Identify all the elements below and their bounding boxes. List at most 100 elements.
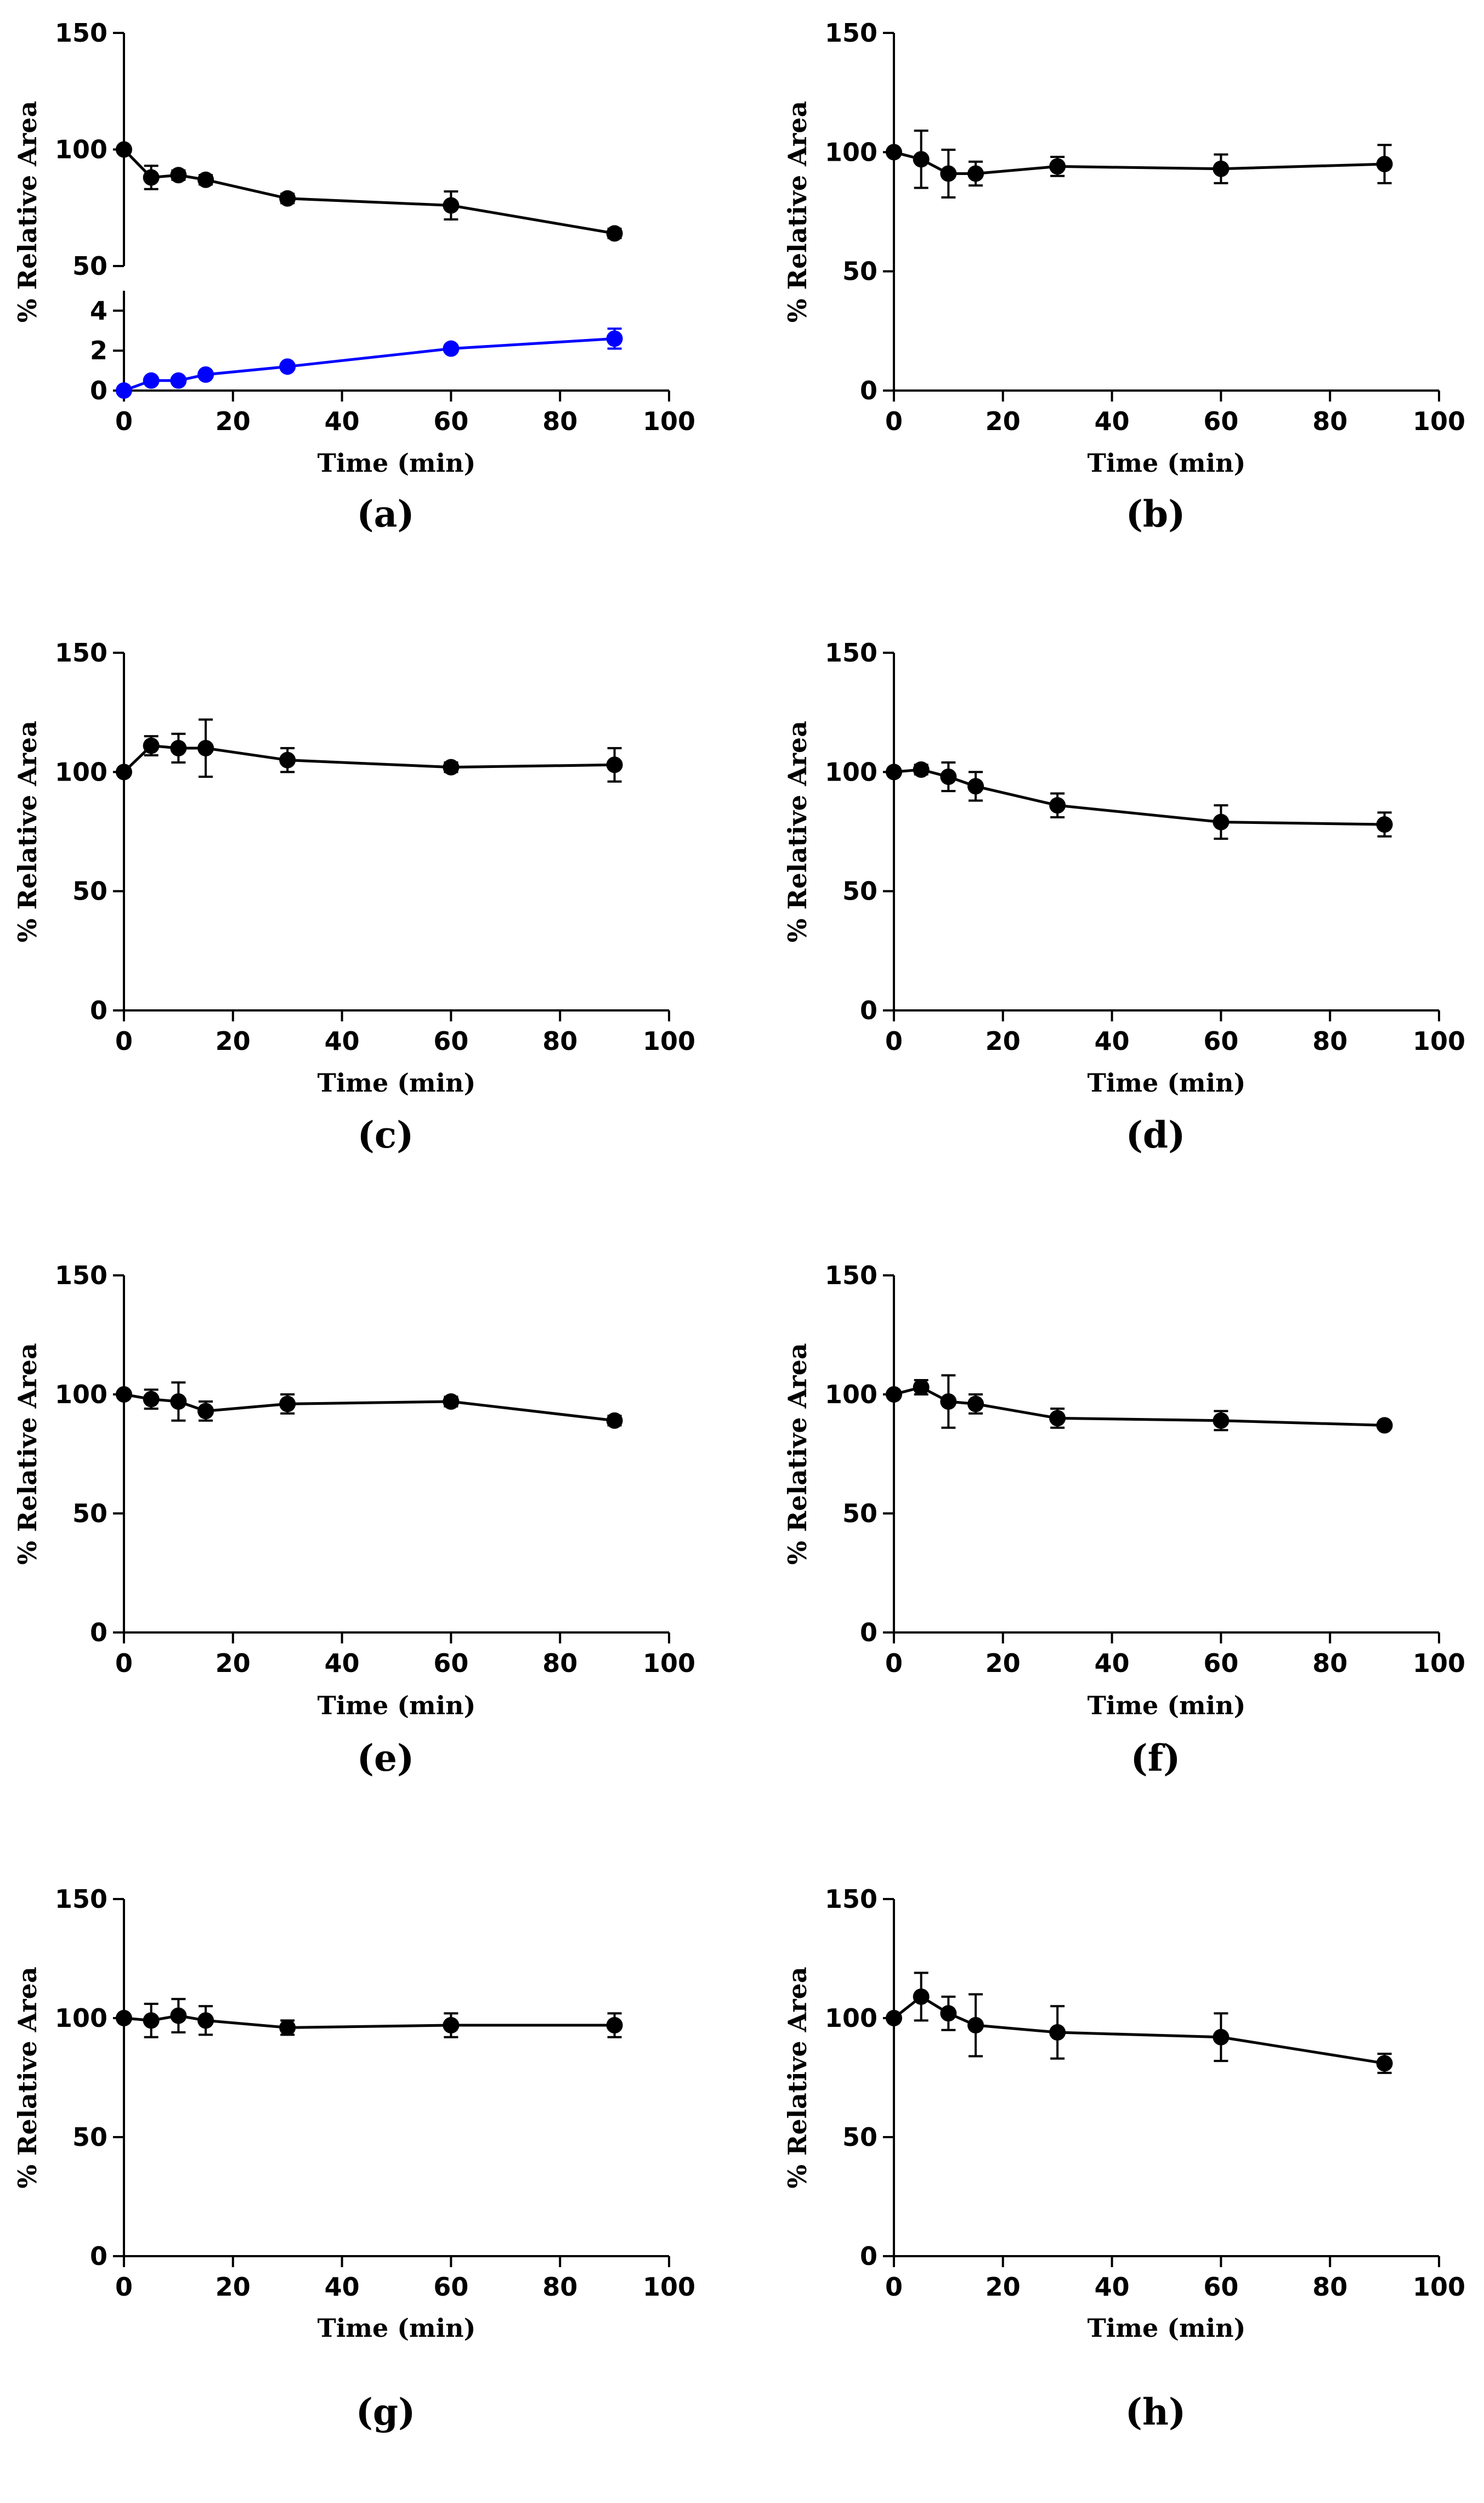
x-tick-label: 100 [643, 2272, 695, 2302]
x-tick-label: 100 [643, 1026, 695, 1056]
data-point [116, 141, 132, 158]
y-tick-label: 100 [55, 1380, 107, 1409]
data-point [143, 1391, 160, 1408]
data-point [1213, 813, 1230, 830]
data-point [940, 2005, 957, 2022]
y-tick-label: 2 [90, 336, 107, 365]
x-tick-label: 20 [216, 406, 251, 436]
y-axis-title: % Relative Area [13, 101, 42, 323]
data-point [197, 2012, 214, 2029]
x-tick-label: 0 [885, 1648, 903, 1678]
y-tick-label: 4 [90, 296, 107, 325]
x-tick-label: 60 [433, 1026, 468, 1056]
x-tick-label: 100 [643, 406, 695, 436]
x-tick-label: 20 [216, 2272, 251, 2302]
x-tick-label: 100 [1413, 406, 1465, 436]
data-point [143, 2012, 160, 2029]
data-point [1376, 1417, 1393, 1434]
x-tick-label: 20 [985, 406, 1021, 436]
data-point [1376, 816, 1393, 833]
series-line [123, 148, 615, 235]
x-tick-label: 100 [1413, 2272, 1465, 2302]
series-line [893, 1995, 1385, 2065]
data-point [279, 358, 296, 375]
panel-e: 0 20 40 60 80 100 Time (min) 0 50 100 150 % Relativ… [13, 1261, 695, 1779]
data-point [1049, 1410, 1066, 1427]
data-point [967, 1395, 984, 1412]
data-point [940, 769, 957, 786]
x-tick-label: 40 [325, 406, 360, 436]
x-tick-label: 80 [542, 406, 577, 436]
x-tick-label: 100 [1413, 1648, 1465, 1678]
data-point [967, 778, 984, 795]
y-axis-title: % Relative Area [783, 1967, 812, 2188]
data-point [886, 144, 902, 161]
data-point [606, 1412, 623, 1429]
data-point [170, 2007, 187, 2024]
y-tick-label: 150 [825, 638, 877, 668]
y-tick-label: 100 [825, 2003, 877, 2033]
data-point [886, 764, 902, 781]
x-tick-label: 20 [985, 1648, 1021, 1678]
y-tick-label: 150 [825, 1884, 877, 1914]
y-tick-label: 100 [55, 757, 107, 787]
data-point [443, 197, 460, 214]
data-point [606, 2017, 623, 2034]
data-point [1049, 2024, 1066, 2041]
y-tick-label: 50 [842, 257, 877, 286]
data-point [606, 225, 623, 242]
x-tick-label: 60 [1203, 2272, 1238, 2302]
data-point [279, 1395, 296, 1412]
data-point [967, 2017, 984, 2034]
panel-c: 0 20 40 60 80 100 Time (min) 0 50 100 150 % Relativ… [13, 638, 695, 1156]
panel-label: (h) [1125, 2391, 1186, 2433]
y-axis-title: % Relative Area [783, 101, 812, 323]
x-tick-label: 40 [1095, 406, 1130, 436]
data-point [279, 190, 296, 207]
x-tick-label: 60 [1203, 1648, 1238, 1678]
y-tick-label: 50 [842, 877, 877, 906]
y-tick-label: 50 [72, 2122, 107, 2152]
x-tick-label: 80 [542, 1026, 577, 1056]
x-tick-label: 20 [985, 1026, 1021, 1056]
x-tick-label: 0 [115, 1026, 133, 1056]
y-tick-label: 0 [860, 376, 877, 405]
panel-g: 0 20 40 60 80 100 Time (min) 0 50 100 150 % Relativ… [13, 1884, 695, 2433]
y-tick-label: 0 [90, 2241, 107, 2271]
y-tick-label: 50 [72, 251, 107, 281]
y-axis-title: % Relative Area [13, 721, 42, 942]
x-axis-title: Time (min) [318, 1068, 476, 1098]
x-tick-label: 60 [1203, 406, 1238, 436]
data-point [1213, 2029, 1230, 2046]
data-point [143, 737, 160, 754]
x-tick-label: 40 [1095, 1026, 1130, 1056]
panel-a: 0 20 40 60 80 100 Time (min) 50 100 150 0 2 4 % Relat… [13, 18, 695, 535]
data-point [197, 1403, 214, 1420]
x-tick-label: 0 [115, 406, 133, 436]
x-axis-title: Time (min) [318, 2313, 476, 2343]
panel-label: (g) [356, 2391, 416, 2433]
data-point [1213, 1412, 1230, 1429]
x-axis-title: Time (min) [1087, 1691, 1246, 1720]
series-line [893, 150, 1385, 175]
data-point [1213, 160, 1230, 177]
x-axis-title: Time (min) [1087, 1068, 1246, 1098]
y-tick-label: 150 [825, 1261, 877, 1290]
x-tick-label: 0 [115, 1648, 133, 1678]
x-tick-label: 40 [325, 2272, 360, 2302]
x-axis-title: Time (min) [318, 448, 476, 478]
data-point [886, 2010, 902, 2026]
series-line [893, 768, 1385, 826]
series-line [123, 337, 615, 392]
x-tick-label: 80 [1312, 1648, 1347, 1678]
series-line [123, 2014, 615, 2029]
x-tick-label: 40 [1095, 2272, 1130, 2302]
panel-f: 0 20 40 60 80 100 Time (min) 0 50 100 150 % Relativ… [783, 1261, 1465, 1779]
panel-label: (b) [1126, 493, 1186, 535]
y-tick-label: 150 [825, 18, 877, 48]
x-tick-label: 80 [1312, 1026, 1347, 1056]
data-point [967, 165, 984, 182]
data-point [940, 165, 957, 182]
data-point [606, 330, 623, 347]
y-tick-label: 100 [825, 757, 877, 787]
